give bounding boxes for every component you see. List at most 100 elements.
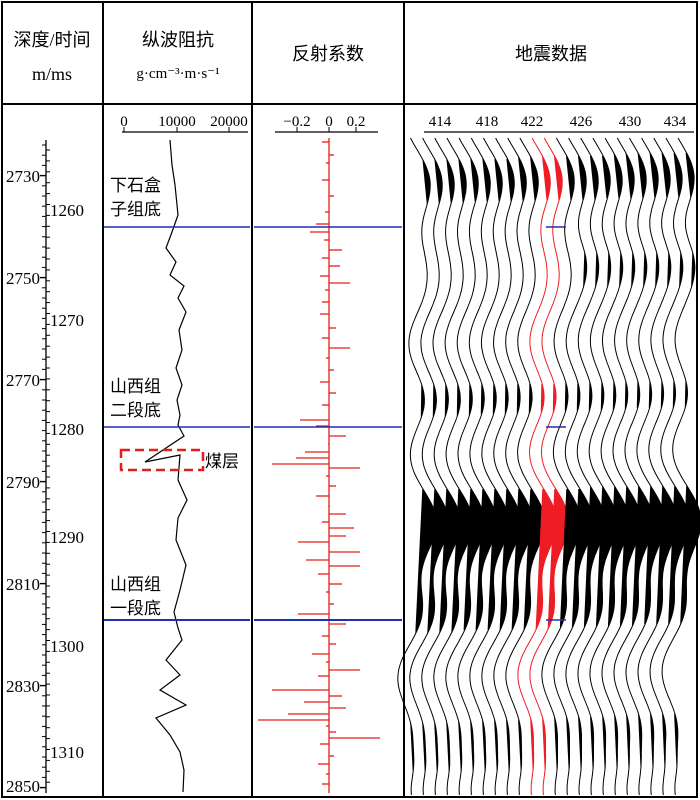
seismic-fill [530,156,539,201]
depth-label-2730: 2730 [6,167,40,186]
seismic-fill [499,489,521,630]
seismic-fill [535,489,557,630]
impedance-tick-0: 0 [120,114,128,130]
reflection-tick-2: 0.2 [347,114,366,130]
seismic-fill [590,717,594,771]
horizon-2-label-line2: 二段底 [110,401,161,420]
seismic-fill [494,159,503,201]
impedance-log [144,139,188,793]
seismic-trace [637,137,678,796]
impedance-scale: 0 10000 20000 [120,114,248,133]
seismic-tick-2: 422 [521,114,544,130]
seismic-fill [410,723,414,771]
time-label-1260: 1260 [50,201,84,220]
seismic-trace [433,137,474,796]
seismic-tick-4: 430 [619,114,642,130]
depth-label-2790: 2790 [6,473,40,492]
seismic-trace [481,137,522,796]
impedance-tick-2: 20000 [210,114,248,130]
seismic-fill [571,489,593,627]
seismic-fill [470,159,479,201]
seismic-fill [637,153,647,198]
seismic-fill [668,486,690,624]
horizon-1-label-line1: 下石盒 [110,176,161,195]
seismic-fill [422,723,426,771]
seismic-trace [625,137,666,796]
seismic-traces [397,137,700,796]
seismic-fill [523,489,545,630]
seismic-fill [458,720,462,771]
seismic-trace [577,137,618,796]
seismic-trace [601,137,642,796]
seismic-tick-1: 418 [476,114,499,130]
seismic-fill [470,720,474,771]
seismic-fill [643,252,647,288]
reflection-scale: −0.2 0 0.2 [275,114,378,133]
seismic-fill [439,489,461,633]
header-reflection: 反射系数 [292,44,364,64]
time-label-1310: 1310 [50,743,84,762]
seismic-fill [554,156,563,201]
seismic-trace [505,137,546,796]
seismic-fill [506,159,515,201]
seismic-fill [685,153,695,198]
horizon-2-label-line1: 山西组 [110,377,161,396]
seismic-fill [625,153,635,198]
seismic-fill [547,489,569,630]
seismic-fill [679,252,683,288]
seismic-trace [469,137,510,796]
seismic-fill [631,252,635,288]
reflection-coefficient-log [258,138,380,793]
seismic-fill [511,489,533,630]
depth-time-axis: 2730 2750 2770 2790 2810 2830 2850 1260 … [6,140,84,796]
coal-seam-box [119,448,205,472]
seismic-trace [397,137,437,796]
seismic-fill [656,486,677,624]
seismic-fill [673,153,683,198]
depth-label-2850: 2850 [6,777,40,796]
seismic-scale: 414 418 422 426 430 434 [424,114,694,133]
seismic-fill [458,159,467,204]
impedance-tick-1: 10000 [158,114,196,130]
depth-label-2770: 2770 [6,371,40,390]
horizon-3-label-line1: 山西组 [110,575,161,594]
seismic-fill [434,723,438,771]
seismic-trace [613,137,654,796]
seismic-fill [518,156,527,201]
depth-label-2810: 2810 [6,575,40,594]
time-label-1280: 1280 [50,420,84,439]
seismic-fill [644,486,665,624]
seismic-fill [559,489,581,627]
seismic-fill [463,489,485,630]
header-seismic: 地震数据 [515,44,587,64]
seismic-tick-5: 434 [664,114,687,130]
seismic-fill [482,159,491,201]
seismic-trace [589,137,630,796]
depth-label-2750: 2750 [6,269,40,288]
coal-seam-label: 煤层 [205,452,239,471]
depth-label-2830: 2830 [6,677,40,696]
header-depth-time-unit: m/ms [32,64,72,84]
seismic-trace [493,137,534,796]
seismic-fill [475,489,497,630]
seismic-fill [655,252,659,288]
seismic-fill [446,720,450,771]
seismic-fill [661,153,671,198]
seismic-trace [565,137,606,796]
seismic-trace [529,137,570,796]
seismic-fill [434,159,443,204]
seismic-fill [542,156,551,201]
seismic-fill [427,489,449,633]
seismic-fill [451,489,473,633]
seismic-fill [590,156,599,201]
reflection-tick-1: 0 [325,114,333,130]
seismic-trace [649,137,690,796]
seismic-fill [680,486,700,624]
seismic-fill [487,489,509,630]
seismic-fill [422,159,431,204]
time-label-1300: 1300 [50,637,84,656]
seismic-trace [445,137,485,796]
seismic-fill [649,153,659,198]
